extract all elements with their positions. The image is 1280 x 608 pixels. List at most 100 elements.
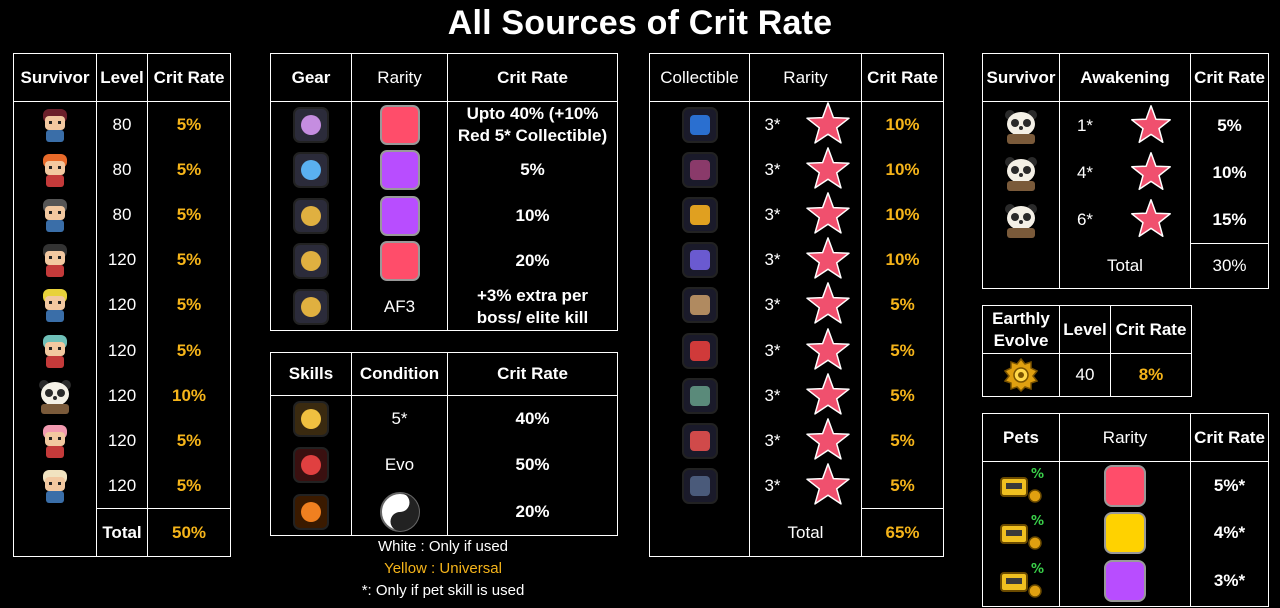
collectible-crit: 5% (890, 295, 915, 315)
book-icon (650, 147, 749, 192)
star-icon (798, 372, 858, 418)
star-icon (1123, 196, 1178, 243)
rarity-red-swatch (352, 102, 447, 147)
header-earthly-evolve: Earthly Evolve (992, 308, 1050, 350)
skills-table: Skills Condition Crit Rate 5* 40% Evo 50% 20… (270, 352, 618, 536)
star-icon (798, 237, 858, 283)
survivor-level: 80 (112, 114, 132, 134)
survivor-level: 120 (107, 476, 137, 496)
header-crit-rate: Crit Rate (1115, 319, 1187, 339)
pet-crit: 4%* (1213, 523, 1246, 542)
header-survivor: Survivor (20, 67, 90, 87)
header-level: Level (100, 67, 144, 87)
awakening-stars: 1* (1076, 115, 1094, 135)
star-icon (798, 192, 858, 237)
survivor-level: 120 (107, 295, 137, 315)
header-crit-rate: Crit Rate (497, 67, 568, 87)
survivor-avatar-icon (14, 102, 96, 147)
awakening-crit: 10% (1212, 162, 1247, 182)
survivor-level: 120 (107, 385, 137, 405)
collectible-stars: 3* (764, 476, 781, 496)
awakening-crit: 5% (1217, 115, 1242, 135)
safe-icon (650, 102, 749, 147)
panda-survivor-icon (14, 373, 96, 418)
skill-crit: 20% (515, 501, 550, 521)
header-gear: Gear (291, 67, 331, 87)
survivor-level-table: Survivor Level Crit Rate Total 50% 80 5% 8… (13, 53, 231, 557)
collectible-stars: 3* (764, 385, 781, 405)
legend-yellow: Yellow : Universal (384, 560, 502, 577)
total-label: Total (102, 522, 142, 542)
collectible-crit: 10% (885, 250, 920, 270)
star-icon (798, 146, 858, 192)
gear-badge-icon (983, 354, 1059, 396)
svg-text:%: % (1031, 467, 1044, 482)
collectible-crit: 10% (885, 114, 920, 134)
total-label: Total (1107, 256, 1143, 275)
survivor-crit: 5% (176, 295, 202, 315)
header-rarity: Rarity (1102, 427, 1148, 447)
rarity-gold-swatch (1060, 510, 1190, 557)
skill-crit: 40% (515, 409, 550, 428)
total-value: 65% (885, 522, 920, 542)
rarity-red-swatch (1060, 462, 1190, 509)
gauntlet-icon (271, 193, 351, 238)
star-icon (798, 327, 858, 373)
earthly-crit: 8% (1138, 365, 1164, 384)
collectible-stars: 3* (764, 295, 781, 315)
survivor-crit: 5% (176, 476, 202, 496)
pet-crit: 5%* (1213, 475, 1246, 495)
header-rarity: Rarity (783, 67, 828, 87)
collectible-crit: 10% (885, 159, 920, 179)
header-collectible: Collectible (660, 67, 739, 87)
survivor-crit: 5% (176, 114, 202, 134)
scroll-icon (650, 373, 749, 418)
rarity-purple-swatch (352, 148, 447, 193)
star-icon (798, 463, 858, 509)
panda-survivor-icon (983, 102, 1059, 149)
header-skills: Skills (288, 364, 334, 383)
survivor-avatar-icon (14, 328, 96, 373)
panda-survivor-icon (983, 149, 1059, 196)
star-icon (798, 101, 858, 147)
skill-crit: 50% (515, 455, 550, 475)
rarity-red-swatch (352, 239, 447, 284)
flame-bullet-icon (271, 442, 351, 488)
pets-table: Pets Rarity Crit Rate % 5%*% 4%*% 3%* (982, 413, 1269, 607)
survivor-crit: 10% (171, 385, 207, 405)
skill-condition: 5* (391, 409, 408, 428)
survivor-level: 120 (107, 430, 137, 450)
page-title: All Sources of Crit Rate (447, 4, 833, 42)
gear-crit: 5% (520, 160, 545, 180)
survivor-crit: 5% (176, 340, 202, 360)
header-pets: Pets (1003, 427, 1039, 447)
survivor-avatar-icon (14, 147, 96, 192)
staff-icon (650, 192, 749, 237)
survivor-level: 120 (107, 340, 137, 360)
panda-survivor-icon (983, 196, 1059, 243)
legend-note: *: Only if pet skill is used (361, 582, 525, 599)
yin-yang-paw-icon (352, 489, 447, 535)
survivor-level: 80 (112, 204, 132, 224)
fire-paw-icon (271, 489, 351, 535)
gear-crit: 20% (515, 251, 550, 271)
awakening-stars: 4* (1076, 162, 1094, 182)
legend-white: White : Only if used (377, 538, 509, 555)
survivor-crit: 5% (176, 204, 202, 224)
glove-icon (271, 148, 351, 193)
header-survivor: Survivor (986, 67, 1056, 87)
pet-robot-icon: % (983, 557, 1059, 604)
gear-crit: 10% (515, 205, 550, 225)
survivor-avatar-icon (14, 192, 96, 237)
gear-table: Gear Rarity Crit Rate Upto 40% (+10% Red… (270, 53, 618, 331)
collectible-crit: 10% (885, 204, 920, 224)
collectible-stars: 3* (764, 430, 781, 450)
star-icon (1123, 102, 1178, 149)
star-icon (1123, 149, 1178, 196)
locker-icon (650, 464, 749, 509)
awakening-crit: 15% (1212, 209, 1247, 229)
header-crit-rate: Crit Rate (1194, 67, 1265, 87)
survivor-avatar-icon (14, 283, 96, 328)
gauntlet-icon (271, 284, 351, 329)
earthly-evolve-table: Earthly Evolve Level Crit Rate 40 8% (982, 305, 1192, 397)
